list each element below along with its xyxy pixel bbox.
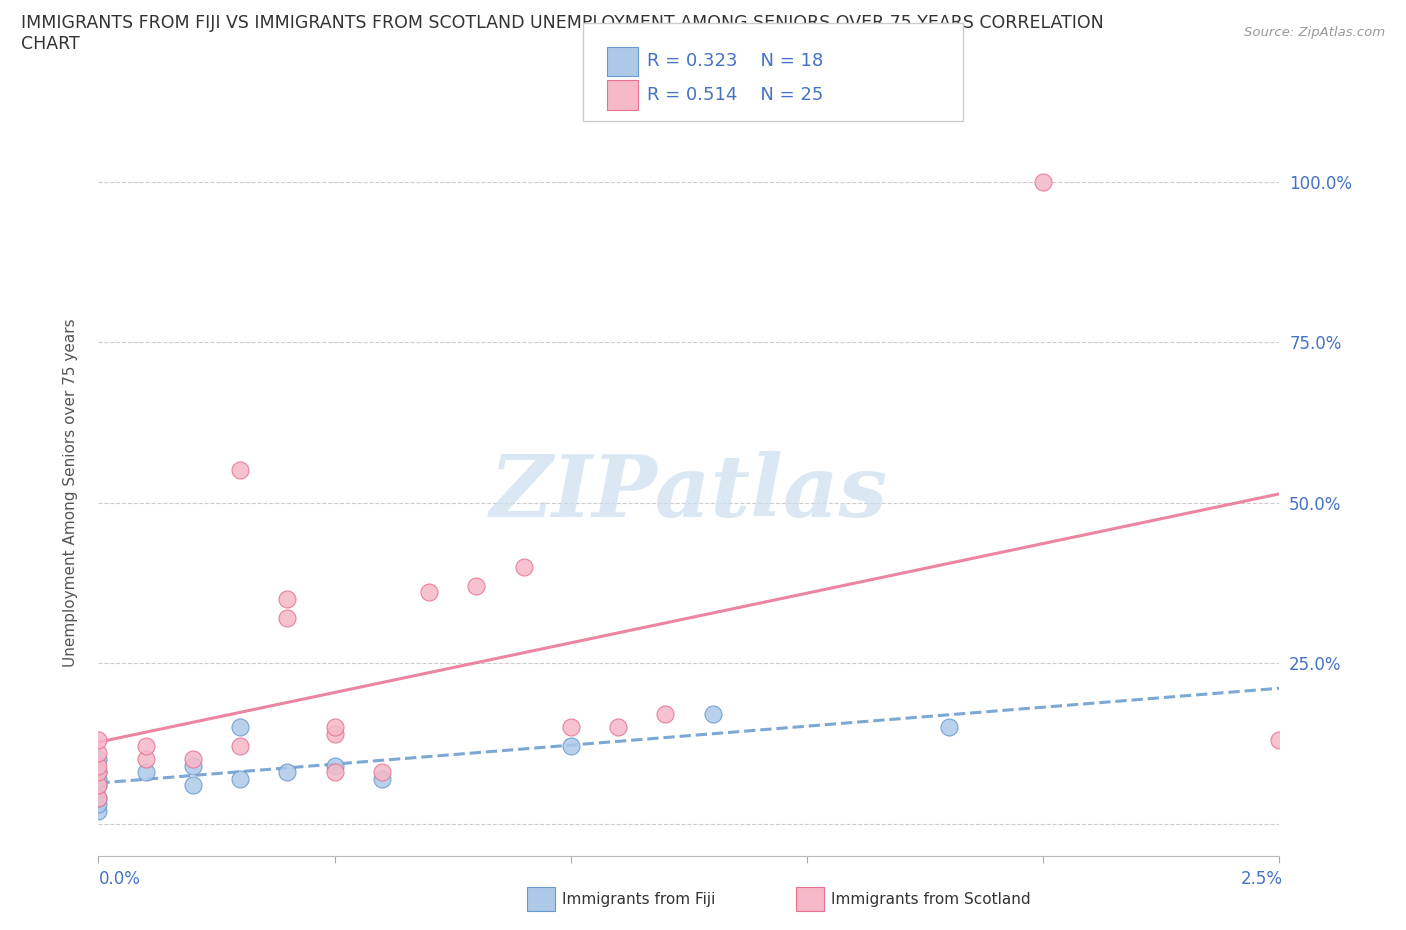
Point bbox=[135, 751, 157, 766]
Point bbox=[87, 797, 110, 812]
Point bbox=[938, 720, 960, 735]
Point bbox=[323, 758, 346, 773]
Text: ZIPatlas: ZIPatlas bbox=[489, 451, 889, 535]
Point bbox=[87, 790, 110, 805]
Point bbox=[87, 777, 110, 792]
Point bbox=[323, 720, 346, 735]
Text: IMMIGRANTS FROM FIJI VS IMMIGRANTS FROM SCOTLAND UNEMPLOYMENT AMONG SENIORS OVER: IMMIGRANTS FROM FIJI VS IMMIGRANTS FROM … bbox=[21, 14, 1104, 32]
Point bbox=[702, 707, 724, 722]
Point bbox=[323, 726, 346, 741]
Point bbox=[560, 720, 582, 735]
Text: CHART: CHART bbox=[21, 35, 80, 53]
Point bbox=[87, 758, 110, 773]
Point bbox=[1268, 733, 1291, 748]
Point bbox=[276, 764, 298, 779]
Text: 2.5%: 2.5% bbox=[1240, 870, 1282, 888]
Point bbox=[371, 764, 394, 779]
Point bbox=[87, 733, 110, 748]
Text: Source: ZipAtlas.com: Source: ZipAtlas.com bbox=[1244, 26, 1385, 39]
Point bbox=[87, 746, 110, 761]
Point bbox=[418, 585, 440, 600]
Point bbox=[607, 720, 630, 735]
Point bbox=[229, 463, 252, 478]
Point bbox=[465, 578, 488, 593]
Y-axis label: Unemployment Among Seniors over 75 years: Unemployment Among Seniors over 75 years bbox=[63, 319, 77, 667]
Point bbox=[87, 771, 110, 786]
Point bbox=[276, 611, 298, 626]
Point bbox=[135, 739, 157, 754]
Point bbox=[654, 707, 676, 722]
Point bbox=[560, 739, 582, 754]
Point bbox=[229, 771, 252, 786]
Text: R = 0.514    N = 25: R = 0.514 N = 25 bbox=[647, 86, 823, 104]
Point bbox=[181, 751, 204, 766]
Point bbox=[181, 758, 204, 773]
Point bbox=[181, 777, 204, 792]
Text: R = 0.323    N = 18: R = 0.323 N = 18 bbox=[647, 52, 823, 71]
Point bbox=[135, 764, 157, 779]
Text: Immigrants from Scotland: Immigrants from Scotland bbox=[831, 892, 1031, 907]
Point bbox=[323, 764, 346, 779]
Text: 0.0%: 0.0% bbox=[98, 870, 141, 888]
Point bbox=[229, 739, 252, 754]
Point bbox=[371, 771, 394, 786]
Point bbox=[87, 804, 110, 818]
Text: Immigrants from Fiji: Immigrants from Fiji bbox=[562, 892, 716, 907]
Point bbox=[512, 559, 534, 574]
Point bbox=[87, 764, 110, 779]
Point bbox=[87, 777, 110, 792]
Point bbox=[87, 751, 110, 766]
Point bbox=[87, 764, 110, 779]
Point bbox=[229, 720, 252, 735]
Point bbox=[276, 591, 298, 606]
Point bbox=[87, 790, 110, 805]
Point bbox=[1032, 174, 1054, 189]
